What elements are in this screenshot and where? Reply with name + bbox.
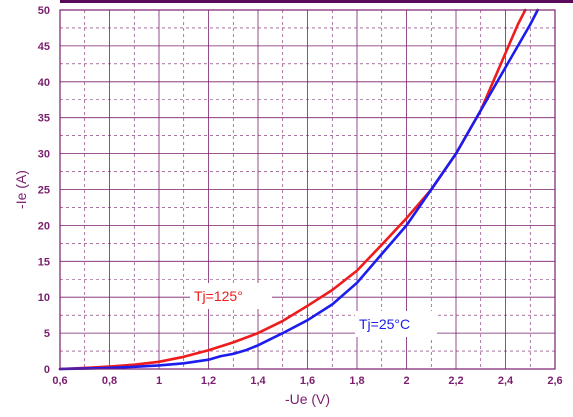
y-tick-label: 35 (38, 113, 50, 125)
x-tick-label: 2,2 (448, 375, 463, 387)
y-tick-label: 20 (38, 220, 50, 232)
x-tick-labels: 0,6 0,8 1 1,2 1,4 1,6 1,8 2 2,2 2,4 2,6 (52, 375, 562, 387)
x-tick-label: 1,8 (349, 375, 364, 387)
series-line-tj25 (58, 8, 540, 371)
y-tick-label: 30 (38, 149, 50, 161)
annotation-box (190, 283, 272, 309)
x-tick-label: 1,4 (250, 375, 266, 387)
x-tick-label: 0,6 (52, 375, 67, 387)
y-axis-label: -Ie (A) (13, 170, 29, 209)
x-tick-label: 2,6 (547, 375, 562, 387)
series-layer (58, 8, 540, 371)
annotation-tj125: Tj=125° (190, 283, 272, 309)
x-tick-label: 2,4 (498, 375, 514, 387)
annotation-tj25: Tj=25°C (355, 311, 437, 337)
y-tick-labels: 0 5 10 15 20 25 30 35 40 45 50 (38, 5, 50, 376)
plot-frame (59, 9, 556, 370)
y-tick-label: 0 (44, 364, 50, 376)
x-tick-label: 1 (156, 375, 162, 387)
annotation-text: Tj=125° (194, 288, 243, 304)
y-tick-label: 25 (38, 185, 50, 197)
y-tick-label: 50 (38, 5, 50, 17)
top-bar (60, 0, 573, 3)
y-tick-label: 40 (38, 77, 50, 89)
y-tick-label: 15 (38, 256, 50, 268)
x-tick-label: 1,6 (300, 375, 315, 387)
x-axis-label: -Ue (V) (285, 391, 330, 407)
y-tick-label: 10 (38, 292, 50, 304)
y-tick-label: 45 (38, 41, 50, 53)
y-tick-label: 5 (44, 328, 50, 340)
annotations: Tj=125° Tj=25°C (190, 283, 437, 337)
annotation-text: Tj=25°C (359, 316, 410, 332)
x-tick-label: 0,8 (102, 375, 117, 387)
annotation-box (355, 311, 437, 337)
major-grid (60, 10, 555, 369)
x-tick-label: 1,2 (201, 375, 216, 387)
series-line-tj125 (58, 8, 527, 371)
x-tick-label: 2 (403, 375, 409, 387)
